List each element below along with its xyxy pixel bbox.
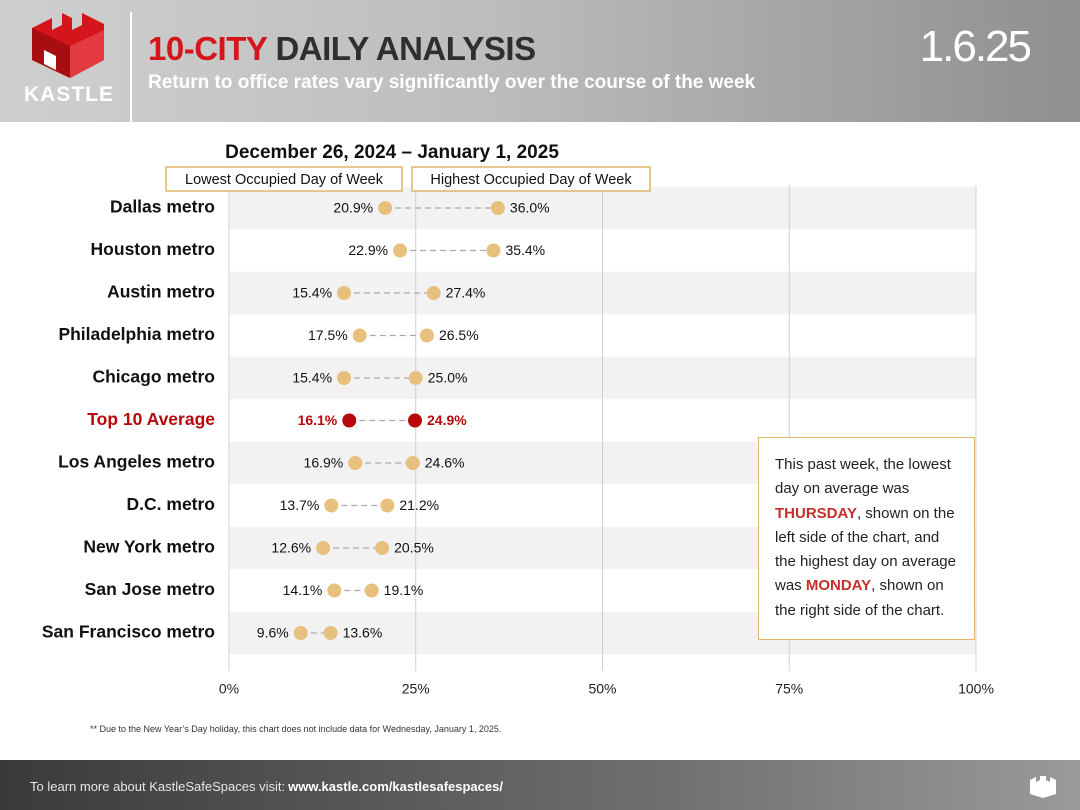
- page-title: 10-CITY DAILY ANALYSIS: [148, 30, 536, 68]
- value-label: 16.1%: [298, 412, 338, 428]
- category-label: Los Angeles metro: [58, 452, 215, 472]
- value-label: 19.1%: [384, 582, 424, 598]
- x-tick-label: 50%: [588, 681, 616, 697]
- category-label: Houston metro: [91, 239, 215, 259]
- dot: [490, 201, 505, 215]
- chart-title: December 26, 2024 – January 1, 2025: [225, 142, 559, 163]
- dot: [380, 498, 395, 513]
- value-label: 21.2%: [399, 497, 439, 513]
- x-tick-label: 100%: [958, 681, 994, 697]
- value-label: 15.4%: [292, 370, 332, 386]
- value-label: 35.4%: [505, 242, 545, 258]
- dot: [348, 456, 363, 470]
- footnote: ** Due to the New Year’s Day holiday, th…: [90, 724, 502, 734]
- callout-text: This past week, the lowest day on averag…: [775, 456, 951, 498]
- value-label: 36.0%: [510, 200, 550, 216]
- category-label: Chicago metro: [92, 367, 215, 387]
- value-label: 25.0%: [428, 370, 468, 386]
- footer: To learn more about KastleSafeSpaces vis…: [0, 760, 1080, 810]
- dot: [364, 583, 379, 598]
- date: 1.6.25: [919, 22, 1032, 71]
- dot: [426, 286, 441, 300]
- value-label: 22.9%: [348, 242, 388, 258]
- callout-emphasis: MONDAY: [805, 577, 872, 595]
- x-tick-label: 0%: [219, 681, 239, 697]
- dot: [405, 456, 420, 470]
- header: KASTLE 10-CITY DAILY ANALYSIS Return to …: [0, 0, 1080, 136]
- dot: [408, 413, 423, 428]
- value-label: 15.4%: [292, 285, 332, 301]
- dot: [342, 413, 357, 428]
- dot: [323, 626, 338, 640]
- dot: [316, 541, 331, 555]
- legend-box: [411, 166, 651, 192]
- category-label: San Jose metro: [85, 579, 215, 599]
- dot: [293, 626, 308, 640]
- category-label: Philadelphia metro: [58, 324, 215, 344]
- subtitle: Return to office rates vary significantl…: [148, 72, 756, 93]
- legend-label: Lowest Occupied Day of Week: [185, 172, 384, 188]
- category-label: Top 10 Average: [87, 409, 215, 429]
- dot: [419, 328, 434, 343]
- footer-icon: [1030, 776, 1056, 798]
- x-tick-label: 75%: [775, 681, 803, 697]
- value-label: 12.6%: [271, 540, 311, 556]
- value-label: 20.5%: [394, 540, 434, 556]
- footer-label: To learn more about KastleSafeSpaces vis…: [30, 779, 286, 794]
- value-label: 24.9%: [427, 412, 467, 428]
- value-label: 17.5%: [308, 327, 348, 343]
- dot: [408, 371, 423, 385]
- footer-text: To learn more about KastleSafeSpaces vis…: [30, 779, 503, 794]
- dot: [324, 498, 339, 513]
- legend-box: [165, 166, 403, 192]
- footer-link[interactable]: www.kastle.com/kastlesafespaces/: [288, 779, 503, 794]
- callout-emphasis: THURSDAY: [775, 504, 857, 522]
- x-tick-label: 25%: [402, 681, 430, 697]
- category-label: D.C. metro: [127, 494, 215, 514]
- category-label: San Francisco metro: [42, 622, 215, 642]
- value-label: 13.7%: [280, 497, 320, 513]
- value-label: 26.5%: [439, 327, 479, 343]
- callout: This past week, the lowest day on averag…: [758, 437, 975, 640]
- value-label: 24.6%: [425, 455, 465, 471]
- dot: [337, 286, 352, 300]
- category-label: Dallas metro: [110, 197, 215, 217]
- value-label: 14.1%: [283, 582, 323, 598]
- divider: [130, 12, 132, 136]
- dot: [352, 328, 367, 343]
- title-main: DAILY ANALYSIS: [275, 30, 536, 67]
- dot: [375, 541, 390, 555]
- dot: [327, 583, 342, 598]
- value-label: 13.6%: [343, 625, 383, 641]
- dot: [486, 243, 501, 258]
- dot: [337, 371, 352, 385]
- category-label: Austin metro: [107, 282, 215, 302]
- callout-text: , shown on the left side of the chart, a…: [775, 504, 956, 595]
- value-label: 20.9%: [333, 200, 373, 216]
- category-label: New York metro: [83, 537, 215, 557]
- logo-icon: [32, 13, 104, 78]
- dot: [378, 201, 393, 215]
- callout-text: , shown on the right side of the chart.: [775, 577, 945, 619]
- value-label: 27.4%: [446, 285, 486, 301]
- legend-label: Highest Occupied Day of Week: [430, 172, 632, 188]
- dot: [393, 243, 408, 258]
- title-highlight: 10-CITY: [148, 30, 267, 67]
- value-label: 9.6%: [257, 625, 289, 641]
- logo-text: KASTLE: [24, 83, 114, 106]
- value-label: 16.9%: [304, 455, 344, 471]
